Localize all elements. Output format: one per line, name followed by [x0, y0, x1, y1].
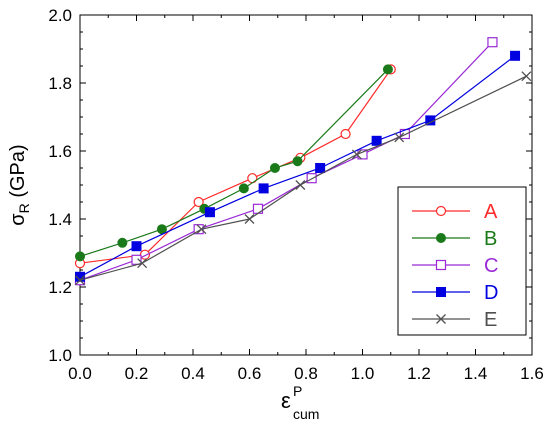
data-point-B [117, 237, 128, 248]
x-axis-label-sup: P [293, 383, 302, 399]
x-tick-label: 1.2 [407, 364, 431, 383]
data-point-D [371, 135, 382, 146]
data-point-E [394, 132, 405, 143]
y-tick-label: 1.4 [48, 210, 72, 229]
data-point-D [131, 241, 142, 252]
data-point-E [196, 224, 207, 235]
data-point-A [340, 128, 351, 140]
x-tick-label: 0.0 [68, 364, 92, 383]
x-axis-label-main: ε [281, 388, 291, 413]
data-point-E [351, 149, 362, 160]
data-point-E [137, 258, 148, 269]
series-line-D [79, 55, 516, 278]
legend-label-D: D [484, 282, 498, 304]
series-A [74, 64, 396, 269]
x-tick-label: 0.6 [238, 364, 262, 383]
data-point-B [292, 156, 303, 167]
legend-label-E: E [484, 309, 497, 331]
data-point-D [315, 163, 326, 173]
data-point-B [269, 163, 280, 173]
y-tick-label: 1.6 [48, 142, 72, 161]
x-tick-label: 0.2 [125, 364, 149, 383]
data-point-E [244, 214, 255, 224]
series-E [75, 71, 532, 286]
data-point-E [295, 180, 306, 190]
x-axis-label-sub: cum [293, 406, 319, 422]
data-point-E [75, 275, 85, 286]
x-tick-label: 0.4 [181, 364, 205, 383]
data-point-E [521, 71, 532, 82]
legend-marker-B [436, 233, 446, 243]
y-tick-label: 2.0 [48, 6, 72, 25]
series-group [74, 37, 532, 286]
data-point-B [75, 251, 85, 262]
y-axis-label-rest: (GPa) [7, 144, 29, 203]
y-tick-label: 1.8 [48, 74, 72, 93]
x-tick-label: 1.4 [464, 364, 488, 383]
data-point-B [156, 224, 167, 235]
legend-marker-E [436, 314, 446, 324]
data-point-B [382, 64, 393, 75]
legend-marker-C [435, 259, 447, 271]
series-line-A [79, 69, 392, 264]
legend-marker-D [436, 287, 446, 297]
legend-label-A: A [484, 201, 498, 223]
x-tick-label: 1.0 [351, 364, 375, 383]
series-D [75, 50, 521, 282]
y-tick-label: 1.0 [48, 346, 72, 365]
data-point-D [75, 271, 85, 282]
legend-label-C: C [484, 255, 498, 277]
y-tick-label: 1.2 [48, 278, 72, 297]
data-point-C [306, 173, 317, 184]
data-point-A [193, 196, 204, 208]
legend-box [397, 186, 527, 336]
data-point-D [510, 50, 521, 61]
data-point-C [487, 37, 498, 48]
axis-ticks: 0.0 0.2 0.4 0.6 0.8 1.0 1.2 1.4 1.6 1.0 1.2 1.4 1.6 1… [48, 6, 543, 383]
y-axis-label: σR (GPa) [7, 144, 32, 225]
data-point-B [238, 183, 249, 194]
x-tick-label: 1.6 [520, 364, 544, 383]
legend-label-B: B [484, 228, 497, 250]
y-axis-label-sub: R [16, 203, 32, 213]
series-line-E [79, 75, 527, 281]
legend-marker-A [435, 205, 447, 217]
data-point-D [258, 183, 269, 194]
data-point-D [204, 207, 215, 218]
series-B [75, 64, 393, 262]
y-axis-label-main: σ [7, 213, 29, 226]
x-tick-label: 0.8 [294, 364, 318, 383]
